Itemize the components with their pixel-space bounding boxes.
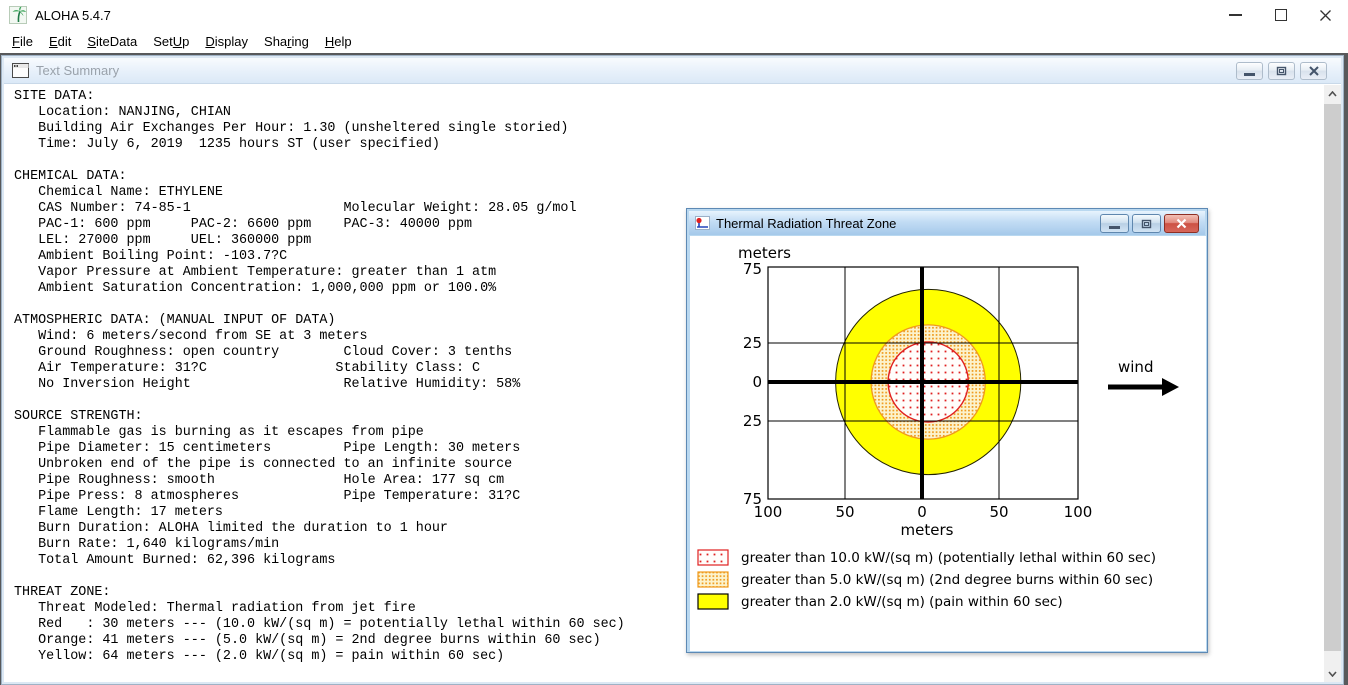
maximize-icon (1274, 9, 1287, 21)
y-axis-label: meters (738, 244, 791, 262)
restore-icon (1276, 66, 1287, 76)
text-summary-document-icon (12, 63, 29, 78)
minimize-icon (1109, 225, 1120, 229)
threat-plot-icon (695, 216, 710, 230)
close-icon (1176, 218, 1187, 229)
close-icon (1308, 66, 1319, 76)
legend-swatch-yellow-solid (697, 593, 729, 610)
menu-file[interactable]: File (12, 34, 33, 49)
text-summary-minimize-button[interactable] (1236, 62, 1263, 80)
threat-close-button[interactable] (1164, 214, 1199, 233)
maximize-button[interactable] (1258, 0, 1303, 30)
threat-zone-window: Thermal Radiation Threat Zone (686, 208, 1208, 653)
menu-setup[interactable]: SetUp (153, 34, 190, 49)
minimize-button[interactable] (1213, 0, 1258, 30)
window-title: ALOHA 5.4.7 (35, 7, 111, 23)
y-tick: 75 (743, 490, 762, 508)
minimize-icon (1229, 14, 1242, 16)
legend-label: greater than 2.0 kW/(sq m) (pain within … (741, 594, 1063, 610)
chevron-down-icon (1328, 670, 1337, 677)
menu-help[interactable]: Help (324, 34, 352, 49)
text-summary-title: Text Summary (36, 63, 120, 78)
x-tick: 0 (917, 503, 927, 521)
x-tick: 100 (754, 503, 783, 521)
threat-minimize-button[interactable] (1100, 214, 1129, 233)
x-axis-label: meters (901, 521, 954, 539)
aloha-palm-tree-icon (9, 6, 27, 24)
x-tick: 50 (835, 503, 854, 521)
plot-border (767, 266, 1079, 500)
text-summary-content-area: SITE DATA: Location: NANJING, CHIAN Buil… (4, 85, 1341, 682)
menu-sharing[interactable]: Sharing (264, 34, 309, 49)
threat-zone-title: Thermal Radiation Threat Zone (716, 215, 897, 231)
y-tick: 75 (743, 260, 762, 278)
close-button[interactable] (1303, 0, 1348, 30)
menu-edit[interactable]: Edit (48, 34, 72, 49)
x-tick: 50 (989, 503, 1008, 521)
chevron-up-icon (1328, 90, 1337, 97)
minimize-icon (1244, 73, 1255, 76)
menubar: File Edit SiteData SetUp Display Sharing… (0, 30, 1348, 53)
legend-swatch-red-dotted (697, 549, 729, 566)
y-tick: 25 (743, 412, 762, 430)
wind-label: wind (1118, 358, 1153, 376)
text-summary-close-button[interactable] (1300, 62, 1327, 80)
text-summary-text: SITE DATA: Location: NANJING, CHIAN Buil… (14, 89, 625, 664)
legend-label: greater than 5.0 kW/(sq m) (2nd degree b… (741, 572, 1153, 588)
threat-restore-button[interactable] (1132, 214, 1161, 233)
text-summary-titlebar[interactable]: Text Summary (4, 58, 1341, 84)
y-tick: 25 (743, 334, 762, 352)
menu-display[interactable]: Display (205, 34, 249, 49)
text-summary-restore-button[interactable] (1268, 62, 1295, 80)
wind-arrow-icon (1108, 378, 1179, 396)
y-tick: 0 (752, 373, 762, 391)
scrollbar-thumb[interactable] (1324, 104, 1341, 651)
menu-sitedata[interactable]: SiteData (87, 34, 138, 49)
restore-icon (1141, 219, 1152, 228)
legend-swatch-orange-dotted (697, 571, 729, 588)
mdi-client-area: Text Summary SITE DATA: Location: (0, 53, 1348, 685)
legend-label: greater than 10.0 kW/(sq m) (potentially… (741, 550, 1156, 566)
threat-zone-chart: meters meters 75 25 0 25 75 100 50 0 50 … (697, 244, 1179, 610)
scroll-up-button[interactable] (1324, 85, 1341, 102)
close-icon (1320, 9, 1331, 21)
threat-zone-plot-area: meters meters 75 25 0 25 75 100 50 0 50 … (690, 236, 1206, 651)
threat-zone-titlebar[interactable]: Thermal Radiation Threat Zone (689, 211, 1205, 235)
main-titlebar[interactable]: ALOHA 5.4.7 (0, 0, 1348, 30)
legend: greater than 10.0 kW/(sq m) (potentially… (697, 549, 1156, 610)
x-tick: 100 (1064, 503, 1093, 521)
vertical-scrollbar[interactable] (1324, 85, 1341, 682)
scroll-down-button[interactable] (1324, 665, 1341, 682)
